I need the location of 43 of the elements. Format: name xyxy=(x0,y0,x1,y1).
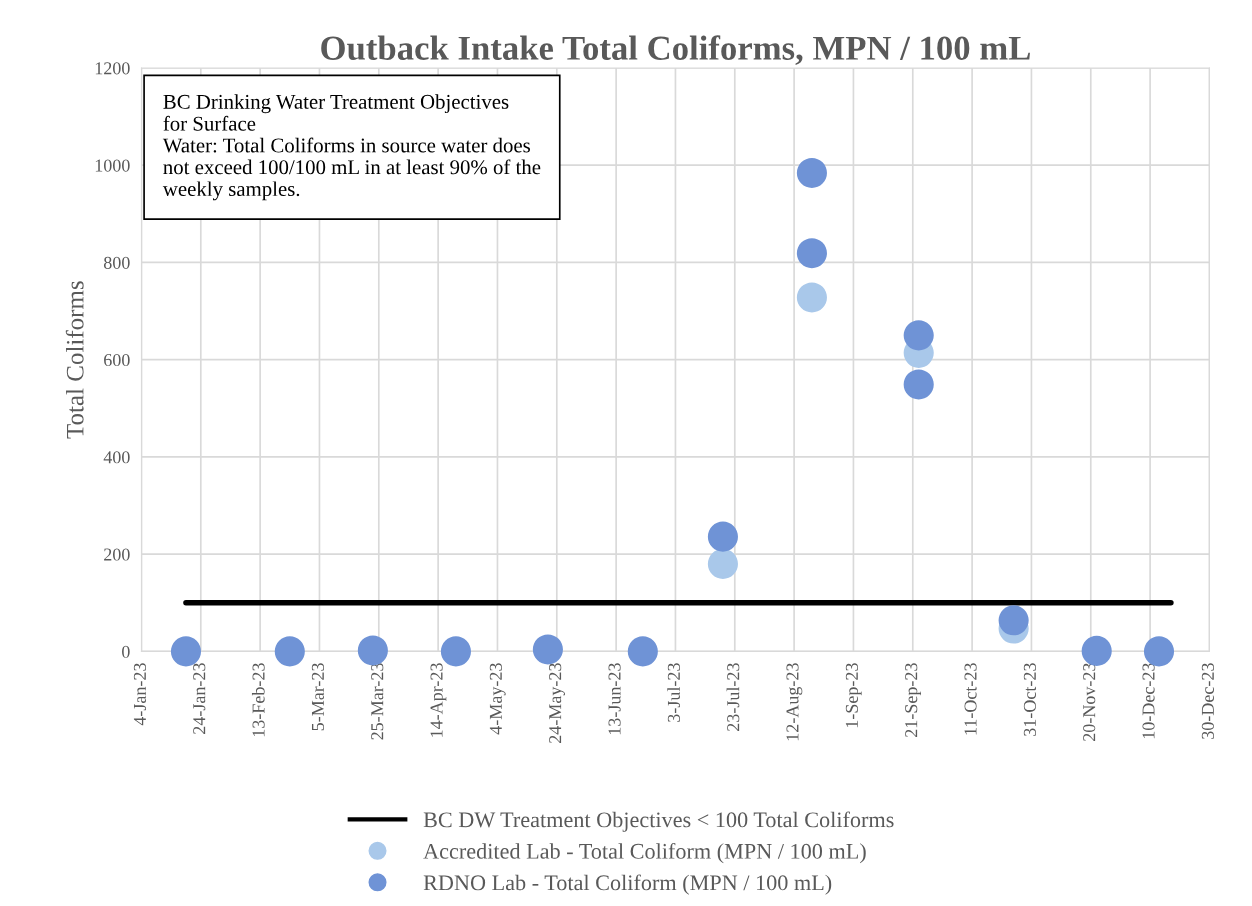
x-tick-label: 13-Jun-23 xyxy=(608,663,621,735)
x-tick-label: 1-Sep-23 xyxy=(845,663,862,728)
y-tick-label: 400 xyxy=(103,451,130,464)
y-tick-label: 200 xyxy=(104,548,130,561)
y-tick-label: 1000 xyxy=(95,159,130,172)
x-tick-label: 23-Jul-23 xyxy=(726,663,740,731)
x-tick-label: 21-Sep-23 xyxy=(905,663,921,737)
y-axis-title: Total Coliforms xyxy=(65,281,84,439)
x-tick-label: 4-Jan-23 xyxy=(133,663,146,726)
point xyxy=(274,636,305,667)
point xyxy=(796,157,827,189)
x-tick-label: 11-Oct-23 xyxy=(964,663,977,735)
point xyxy=(998,605,1029,636)
legend-label: Accredited Lab - Total Coliform (MPN / 100 mL) xyxy=(423,842,866,864)
x-tick-label: 24-May-23 xyxy=(549,663,565,743)
x-tick-label: 14-Apr-23 xyxy=(430,663,447,737)
x-tick-label: 10-Dec-23 xyxy=(1142,663,1155,739)
point xyxy=(532,634,563,665)
x-tick-label: 30-Dec-23 xyxy=(1201,663,1214,739)
chart-title: Outback Intake Total Coliforms, MPN / 100 mL xyxy=(321,35,1030,65)
point xyxy=(796,238,827,269)
x-tick-label: 13-Feb-23 xyxy=(251,663,265,737)
x-tick-label: 3-Jul-23 xyxy=(667,663,680,722)
y-tick-label: 600 xyxy=(104,353,130,367)
x-tick-label: 20-Nov-23 xyxy=(1083,663,1096,741)
legend-label: RDNO Lab - Total Coliform (MPN / 100 mL) xyxy=(423,874,832,895)
point xyxy=(903,320,934,351)
y-tick-label: 0 xyxy=(122,645,130,658)
y-tick-label: 1200 xyxy=(95,62,130,75)
x-tick-label: 31-Oct-23 xyxy=(1023,663,1036,736)
x-tick-label: 12-Aug-23 xyxy=(786,663,803,741)
x-tick-label: 24-Jan-23 xyxy=(193,663,206,734)
legend-label: BC DW Treatment Objectives < 100 Total Coliforms xyxy=(423,811,894,832)
point xyxy=(627,636,658,667)
x-tick-label: 25-Mar-23 xyxy=(371,663,384,740)
point xyxy=(707,521,738,552)
x-tick-label: 5-Mar-23 xyxy=(311,663,324,731)
y-tick-label: 800 xyxy=(103,256,130,269)
point xyxy=(796,282,827,313)
point xyxy=(903,369,934,400)
annotation: BC Drinking Water Treatment Objectives for Surface Water: Total Coliforms in source water does not exceed 100/100 mL in at least 90% of the weekly samples. xyxy=(162,94,541,201)
point xyxy=(707,548,738,579)
x-tick-label: 4-May-23 xyxy=(489,663,506,735)
